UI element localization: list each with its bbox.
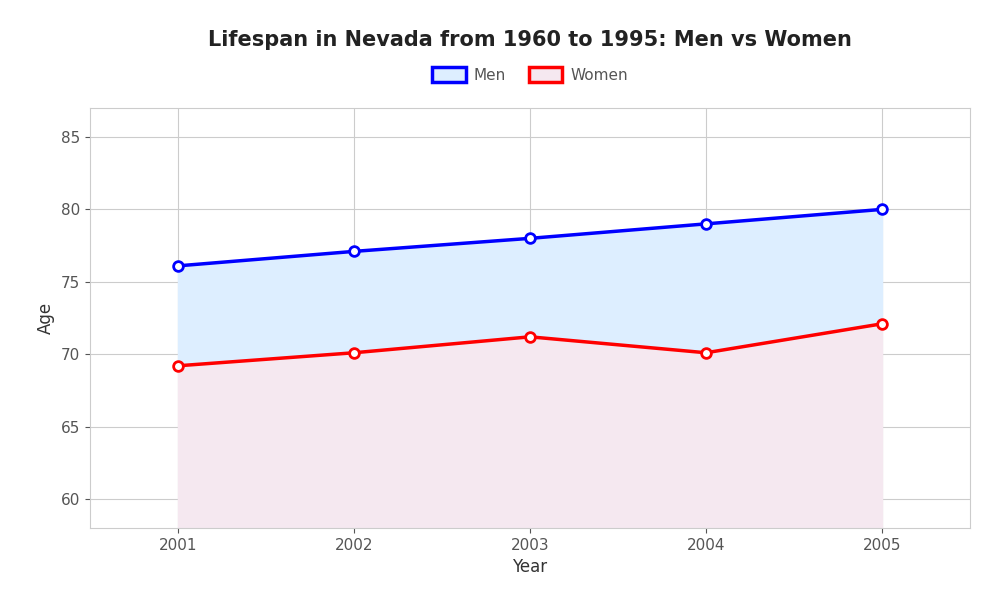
Y-axis label: Age: Age: [37, 302, 55, 334]
Title: Lifespan in Nevada from 1960 to 1995: Men vs Women: Lifespan in Nevada from 1960 to 1995: Me…: [208, 29, 852, 49]
Legend: Men, Women: Men, Women: [426, 61, 634, 89]
X-axis label: Year: Year: [512, 558, 548, 576]
